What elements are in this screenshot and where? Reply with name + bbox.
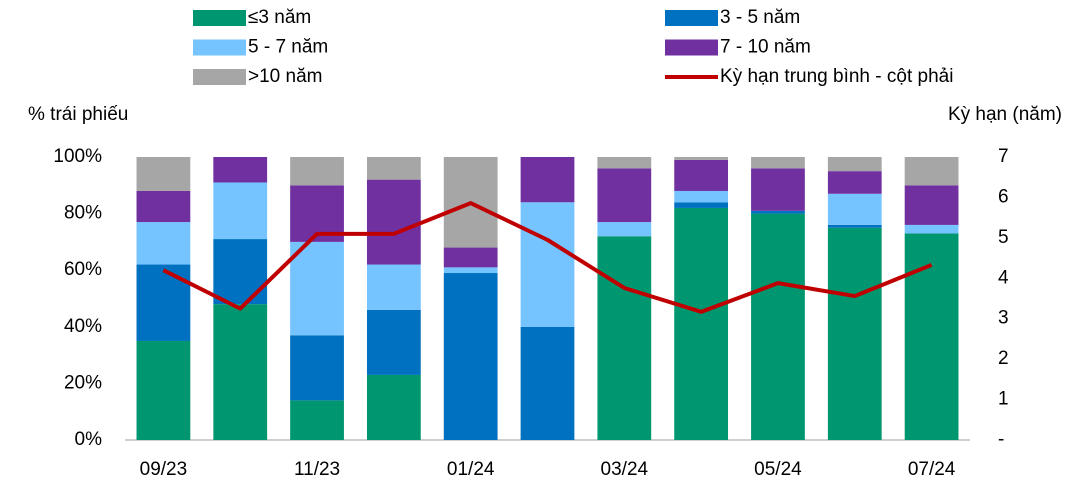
bar-segment bbox=[136, 340, 191, 440]
legend-swatch bbox=[193, 39, 246, 56]
y2-axis-title: Kỳ hạn (năm) bbox=[948, 104, 1062, 125]
y2-tick-label: - bbox=[998, 429, 1004, 450]
legend-label: 5 - 7 năm bbox=[248, 37, 328, 58]
y2-tick-label: 1 bbox=[998, 389, 1009, 410]
y-tick-label: 40% bbox=[64, 316, 102, 337]
bar-segment bbox=[213, 239, 268, 305]
legend-swatch bbox=[193, 10, 246, 26]
y-tick-label: 100% bbox=[53, 146, 102, 167]
bar-segment bbox=[443, 247, 498, 268]
y-tick-label: 0% bbox=[75, 429, 103, 450]
legend-label: Kỳ hạn trung bình - cột phải bbox=[720, 66, 953, 87]
y2-tick-label: 5 bbox=[998, 227, 1009, 248]
bar-segment bbox=[290, 241, 344, 336]
bar-segment bbox=[827, 227, 882, 440]
bar-segment bbox=[520, 157, 575, 203]
bar-segment bbox=[520, 326, 575, 440]
bar-segment bbox=[904, 224, 959, 234]
bar-segment bbox=[443, 267, 498, 274]
bar-segment bbox=[827, 171, 882, 194]
y2-tick-label: 3 bbox=[998, 308, 1009, 329]
bar-segment bbox=[366, 264, 421, 310]
bar-segment bbox=[751, 210, 805, 214]
y-tick-label: 60% bbox=[64, 259, 102, 280]
y2-tick-label: 7 bbox=[998, 146, 1009, 167]
bar-segment bbox=[136, 190, 191, 223]
bar-segment bbox=[136, 264, 191, 341]
bar-segment bbox=[290, 335, 344, 401]
y2-tick-label: 4 bbox=[998, 267, 1009, 288]
bar-segment bbox=[904, 157, 959, 186]
x-tick-label: 01/24 bbox=[447, 459, 495, 480]
legend-label: >10 năm bbox=[248, 66, 322, 87]
bar-segment bbox=[366, 374, 421, 440]
bar-segment bbox=[827, 193, 882, 225]
bar-segment bbox=[597, 236, 652, 440]
bar-segment bbox=[597, 168, 652, 223]
legend-label: 7 - 10 năm bbox=[720, 37, 811, 58]
bar-segment bbox=[290, 400, 344, 440]
legend-swatch bbox=[193, 69, 246, 85]
x-tick-label: 09/23 bbox=[140, 459, 188, 480]
bar-segment bbox=[366, 157, 421, 180]
x-tick-label: 05/24 bbox=[754, 459, 802, 480]
legend-swatch bbox=[665, 39, 718, 56]
bar-segment bbox=[904, 185, 959, 225]
bar-segment bbox=[597, 222, 652, 237]
y-axis-title: % trái phiếu bbox=[28, 104, 128, 125]
bar-segment bbox=[597, 157, 652, 169]
bar-segment bbox=[674, 157, 729, 160]
bar-segment bbox=[674, 202, 729, 208]
y-tick-label: 80% bbox=[64, 203, 102, 224]
bar-segment bbox=[904, 233, 959, 440]
bar-segment bbox=[443, 273, 498, 440]
legend-swatch bbox=[665, 10, 718, 26]
bar-segment bbox=[366, 309, 421, 375]
line-series bbox=[162, 201, 933, 314]
bar-segment bbox=[136, 222, 191, 265]
x-tick-label: 07/24 bbox=[908, 459, 956, 480]
bar-segment bbox=[213, 157, 268, 183]
bar-segment bbox=[136, 157, 191, 191]
bar-segment bbox=[674, 190, 729, 203]
bar-segment bbox=[751, 157, 805, 169]
bar-segment bbox=[213, 182, 268, 240]
bar-segment bbox=[751, 168, 805, 211]
bar-segment bbox=[674, 159, 729, 191]
y2-tick-label: 2 bbox=[998, 348, 1009, 369]
x-tick-label: 11/23 bbox=[294, 459, 340, 480]
y2-tick-label: 6 bbox=[998, 186, 1009, 207]
bar-segment bbox=[827, 157, 882, 172]
bar-segment bbox=[290, 157, 344, 186]
x-tick-label: 03/24 bbox=[601, 459, 649, 480]
legend-label: 3 - 5 năm bbox=[720, 7, 800, 28]
bar-segment bbox=[213, 304, 268, 440]
y-tick-label: 20% bbox=[64, 372, 102, 393]
bar-segment bbox=[751, 213, 805, 440]
bar-segment bbox=[827, 224, 882, 228]
bar-segment bbox=[674, 207, 729, 440]
bar-segment bbox=[520, 202, 575, 327]
bar-segment bbox=[366, 179, 421, 265]
legend-label: ≤3 năm bbox=[248, 7, 311, 28]
